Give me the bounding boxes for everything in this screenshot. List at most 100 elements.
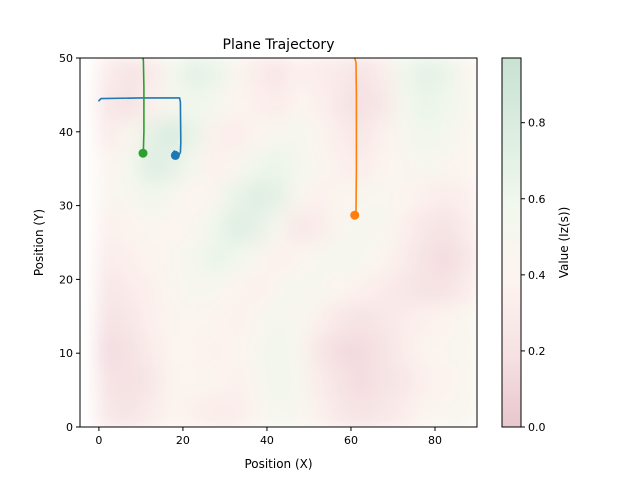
y-axis-label: Position (Y) [32, 209, 46, 276]
heatmap-cell [392, 334, 415, 367]
heatmap-cell [308, 211, 331, 244]
heatmap-cell [182, 211, 205, 244]
colorbar-label: Value (Iz(s)) [557, 207, 571, 279]
heatmap-cell [161, 119, 184, 152]
heatmap-cell [329, 211, 352, 244]
heatmap-cell [140, 181, 163, 213]
heatmap-cell [371, 58, 394, 90]
x-axis: 0 20 40 60 80 [95, 427, 442, 447]
colorbar-tick-label: 0.4 [528, 269, 546, 282]
heatmap-cell [182, 334, 205, 367]
heatmap-cell [203, 150, 226, 182]
heatmap-cell [434, 334, 457, 367]
trajectories [98, 58, 360, 220]
heatmap-cell [350, 58, 373, 90]
heatmap-cell [182, 119, 205, 152]
heatmap-cell [182, 273, 205, 305]
heatmap-cell [287, 119, 310, 152]
heatmap-cell [434, 181, 457, 213]
heatmap-cell [140, 119, 163, 152]
heatmap-cell [140, 58, 163, 90]
colorbar: 0.0 0.2 0.4 0.6 0.8 Value (Iz(s)) [501, 57, 571, 434]
heatmap-cell [371, 211, 394, 244]
heatmap-cell [413, 365, 436, 398]
trajectory-end-marker-2 [350, 210, 360, 220]
heatmap-cell [182, 181, 205, 213]
heatmap-cell [119, 396, 142, 427]
heatmap-cell [455, 211, 477, 244]
heatmap-cell [329, 242, 352, 275]
heatmap-cell [350, 273, 373, 305]
heatmap-cell [161, 242, 184, 275]
plot-frame [79, 57, 478, 428]
heatmap-cell [96, 181, 121, 213]
heatmap-cell [203, 273, 226, 305]
heatmap-cell [161, 211, 184, 244]
heatmap-cell [266, 273, 289, 305]
heatmap-cell [287, 150, 310, 182]
heatmap-cell [371, 150, 394, 182]
heatmap-cell [371, 334, 394, 367]
colorbar-tick-label: 0.0 [528, 421, 546, 434]
heatmap-cell [455, 181, 477, 213]
heatmap-cell [203, 396, 226, 427]
heatmap-cell [287, 365, 310, 398]
heatmap-cell [224, 181, 247, 213]
heatmap-cell [140, 396, 163, 427]
heatmap-cell [455, 304, 477, 336]
heatmap-cell [266, 365, 289, 398]
heatmap-cell [329, 396, 352, 427]
heatmap-cell [413, 181, 436, 213]
heatmap-cell [413, 150, 436, 182]
heatmap-cell [413, 119, 436, 152]
heatmap-cell [308, 88, 331, 121]
heatmap-cell [308, 181, 331, 213]
heatmap-cell [119, 334, 142, 367]
heatmap-cell [96, 396, 121, 427]
heatmap-cell [434, 119, 457, 152]
heatmap-cell [287, 211, 310, 244]
heatmap-cell [371, 181, 394, 213]
heatmap-cell [203, 304, 226, 336]
heatmap-cell [287, 334, 310, 367]
heatmap-cell [140, 242, 163, 275]
colorbar-tick-label: 0.8 [528, 117, 546, 130]
heatmap-cell [245, 273, 268, 305]
colorbar-tick-label: 0.2 [528, 345, 546, 358]
heatmap [96, 58, 477, 427]
heatmap-cell [371, 304, 394, 336]
heatmap-cell [161, 304, 184, 336]
heatmap-cell [266, 396, 289, 427]
heatmap-cell [455, 242, 477, 275]
heatmap-cell [329, 365, 352, 398]
heatmap-cell [224, 211, 247, 244]
heatmap-cell [96, 334, 121, 367]
heatmap-cell [140, 150, 163, 182]
heatmap-cell [266, 119, 289, 152]
x-tick-label: 40 [260, 434, 274, 447]
colorbar-gradient [501, 57, 522, 428]
heatmap-cell [455, 334, 477, 367]
heatmap-cell [329, 273, 352, 305]
heatmap-cell [413, 334, 436, 367]
heatmap-cell [329, 334, 352, 367]
heatmap-cell [245, 242, 268, 275]
heatmap-cell [308, 273, 331, 305]
heatmap-cell [203, 88, 226, 121]
heatmap-cell [434, 58, 457, 90]
heatmap-cell [308, 396, 331, 427]
heatmap-cell [371, 119, 394, 152]
heatmap-cell [308, 334, 331, 367]
heatmap-cell [245, 365, 268, 398]
heatmap-cell [455, 150, 477, 182]
heatmap-cell [140, 365, 163, 398]
heatmap-cell [224, 119, 247, 152]
heatmap-cell [455, 365, 477, 398]
y-tick-label: 10 [59, 347, 73, 360]
heatmap-cell [392, 304, 415, 336]
heatmap-cell [119, 88, 142, 121]
heatmap-cell [287, 58, 310, 90]
y-tick-label: 50 [59, 52, 73, 65]
colorbar-tick-label: 0.6 [528, 193, 546, 206]
trajectory-line-3 [142, 58, 145, 154]
